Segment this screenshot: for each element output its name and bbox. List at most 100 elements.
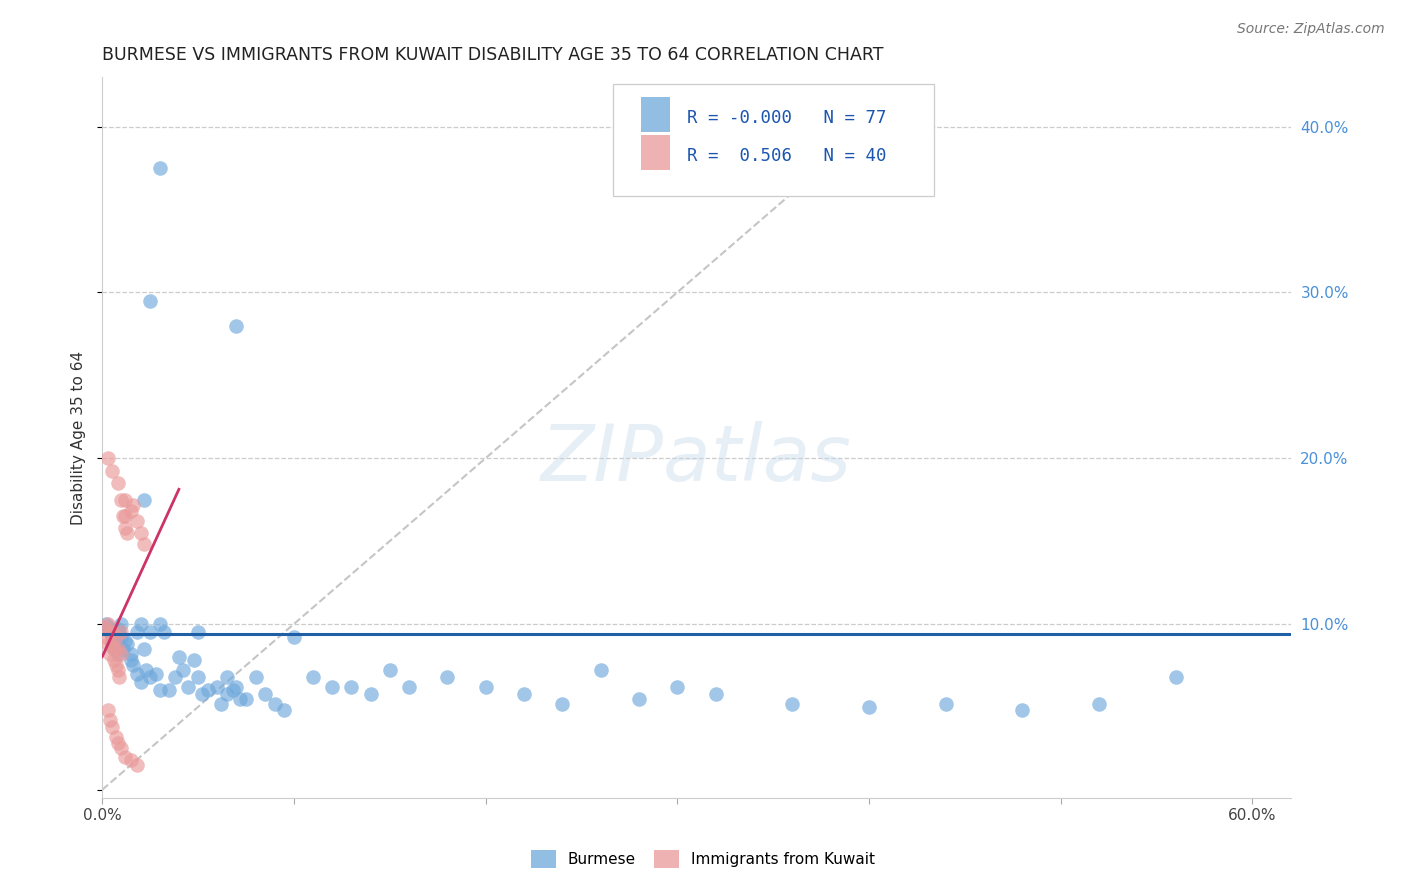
Bar — [641, 97, 671, 132]
Point — [134, 641, 156, 656]
Point — [122, 498, 145, 512]
Point — [1088, 697, 1111, 711]
Point — [122, 658, 145, 673]
Point — [98, 625, 121, 640]
Point — [360, 687, 382, 701]
Text: R =  0.506   N = 40: R = 0.506 N = 40 — [688, 147, 886, 165]
Point — [134, 537, 156, 551]
Point — [114, 749, 136, 764]
Point — [101, 637, 124, 651]
Point — [125, 625, 148, 640]
Point — [98, 625, 121, 640]
Point — [704, 687, 727, 701]
Point — [101, 720, 124, 734]
Point — [97, 617, 120, 632]
Point — [436, 670, 458, 684]
Point — [112, 509, 135, 524]
Point — [215, 687, 238, 701]
Legend: Burmese, Immigrants from Kuwait: Burmese, Immigrants from Kuwait — [524, 844, 882, 873]
Point — [254, 687, 277, 701]
Point — [120, 647, 142, 661]
Point — [110, 617, 132, 632]
Point — [104, 730, 127, 744]
Point — [149, 617, 172, 632]
Point — [229, 691, 252, 706]
Point — [165, 670, 187, 684]
Point — [107, 664, 129, 678]
Point — [398, 680, 420, 694]
Point — [108, 670, 131, 684]
Point — [94, 617, 117, 632]
Point — [187, 670, 209, 684]
Point — [120, 753, 142, 767]
Point — [104, 630, 127, 644]
Point — [273, 703, 295, 717]
Point — [474, 680, 496, 694]
Point — [1011, 703, 1033, 717]
Point — [225, 680, 247, 694]
Point — [120, 653, 142, 667]
Point — [378, 664, 401, 678]
Point — [589, 664, 612, 678]
Point — [780, 697, 803, 711]
Point — [134, 492, 156, 507]
Point — [215, 670, 238, 684]
Point — [191, 687, 214, 701]
Point — [103, 653, 125, 667]
Point — [107, 622, 129, 636]
Point — [94, 630, 117, 644]
Y-axis label: Disability Age 35 to 64: Disability Age 35 to 64 — [72, 351, 86, 524]
Point — [139, 625, 162, 640]
Point — [101, 630, 124, 644]
Point — [107, 736, 129, 750]
Point — [302, 670, 325, 684]
Point — [666, 680, 689, 694]
Point — [107, 647, 129, 661]
Point — [110, 625, 132, 640]
Point — [245, 670, 267, 684]
Point — [110, 647, 132, 661]
Point — [129, 617, 152, 632]
Point — [114, 633, 136, 648]
Point — [167, 650, 190, 665]
FancyBboxPatch shape — [613, 84, 934, 196]
Point — [98, 647, 121, 661]
Point — [221, 683, 243, 698]
Point — [115, 525, 138, 540]
Text: Source: ZipAtlas.com: Source: ZipAtlas.com — [1237, 22, 1385, 37]
Point — [114, 521, 136, 535]
Point — [101, 625, 124, 640]
Point — [183, 653, 205, 667]
Point — [101, 637, 124, 651]
Point — [115, 637, 138, 651]
Point — [263, 697, 285, 711]
Point — [110, 741, 132, 756]
Point — [129, 525, 152, 540]
Point — [125, 514, 148, 528]
Bar — [641, 136, 671, 170]
Point — [1164, 670, 1187, 684]
Point — [107, 476, 129, 491]
Point — [125, 666, 148, 681]
Point — [627, 691, 650, 706]
Point — [129, 675, 152, 690]
Point — [935, 697, 957, 711]
Point — [114, 509, 136, 524]
Point — [513, 687, 536, 701]
Point — [177, 680, 200, 694]
Point — [135, 664, 157, 678]
Point — [97, 703, 120, 717]
Point — [104, 658, 127, 673]
Point — [110, 630, 132, 644]
Point — [97, 620, 120, 634]
Point — [97, 637, 120, 651]
Text: BURMESE VS IMMIGRANTS FROM KUWAIT DISABILITY AGE 35 TO 64 CORRELATION CHART: BURMESE VS IMMIGRANTS FROM KUWAIT DISABI… — [103, 46, 884, 64]
Point — [205, 680, 228, 694]
Point — [149, 683, 172, 698]
Point — [104, 633, 127, 648]
Point — [152, 625, 174, 640]
Point — [225, 318, 247, 333]
Point — [97, 451, 120, 466]
Point — [145, 666, 167, 681]
Point — [197, 683, 219, 698]
